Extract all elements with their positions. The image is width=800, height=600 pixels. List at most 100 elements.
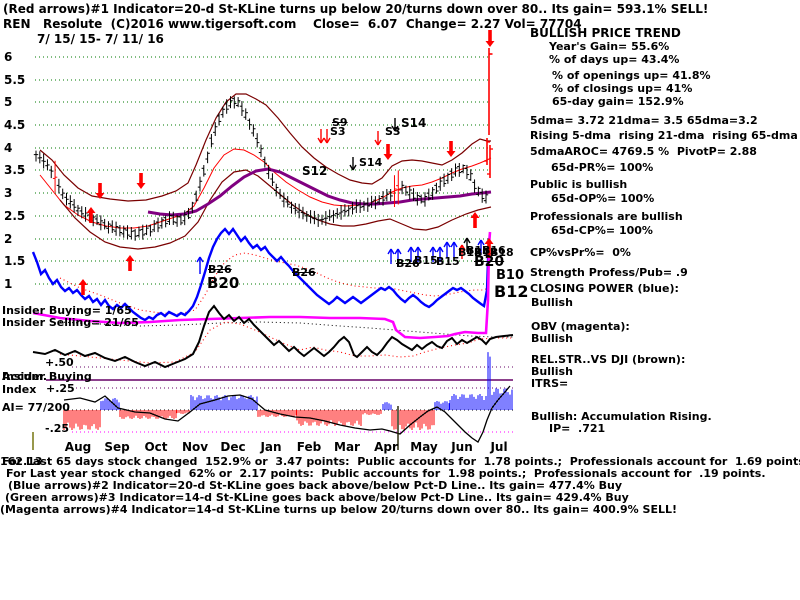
arrow-head <box>394 248 399 255</box>
arrow-head <box>458 244 463 251</box>
arrow-head <box>352 164 357 171</box>
month-tick: Jun <box>451 440 473 454</box>
panel-item: ITRS= <box>531 377 569 390</box>
arrow-head <box>326 137 331 144</box>
month-tick: Oct <box>144 440 168 454</box>
arrow-head <box>377 139 382 146</box>
arrow-head <box>349 164 354 171</box>
panel-item: Year's Gain= 55.6% <box>549 40 670 53</box>
panel-item: 65d-OP%= 100% <box>551 192 655 205</box>
footer-line: For Last year stock changed 62% or 2.17 … <box>6 467 766 480</box>
arrow-head <box>470 212 480 218</box>
arrow-head <box>484 238 494 244</box>
arrow-head <box>443 241 448 248</box>
panel-item: 65-day gain= 152.9% <box>552 95 684 108</box>
arrow-head <box>125 255 135 261</box>
arrow-head <box>390 248 395 255</box>
signal-label: B12 <box>494 282 529 301</box>
upper-band <box>39 93 491 202</box>
arrow-head <box>199 256 204 263</box>
arrow-head <box>374 139 379 146</box>
indicator-label: Accum. <box>2 370 48 383</box>
signal-label: B15 <box>436 255 460 268</box>
arrow-head <box>485 41 495 47</box>
price-tick: 4 <box>4 141 13 155</box>
panel-item: Strength Profess/Pub= .9 <box>530 266 688 279</box>
price-tick: 5.5 <box>4 73 26 87</box>
panel-item: BULLISH PRICE TREND <box>530 26 681 40</box>
signal-label: B15 <box>414 254 438 267</box>
cp-smooth-dotted <box>59 252 490 315</box>
panel-item: % of closings up= 41% <box>552 82 693 95</box>
signal-label: S14 <box>401 116 427 130</box>
arrow-head <box>78 279 88 285</box>
panel-item: Bullish <box>531 296 573 309</box>
panel-item: 65d-PR%= 100% <box>551 161 654 174</box>
lower-band-outer <box>59 169 492 250</box>
arrow-head <box>387 248 392 255</box>
signal-label: B10 <box>496 268 524 283</box>
signal-label: B15 <box>466 244 490 257</box>
arrow-head <box>450 241 455 248</box>
signal-label: B26 <box>208 263 232 276</box>
signal-label: B18 <box>490 246 514 259</box>
arrow-head <box>320 137 325 144</box>
panel-item: OBV (magenta): <box>531 320 630 333</box>
arrow-head <box>383 154 393 160</box>
ticker-quote-line: REN Resolute (C)2016 www.tigersoft.com C… <box>3 17 582 31</box>
panel-item: IP= .721 <box>549 422 606 435</box>
panel-item: 5dma= 3.72 21dma= 3.5 65dma=3.2 <box>530 114 758 127</box>
footer-line: (Blue arrows)#2 Indicator=20-d St-KLine … <box>8 479 623 492</box>
indicator-1-legend: (Red arrows)#1 Indicator=20-d St-KLine t… <box>3 2 709 16</box>
relative-strength <box>32 304 514 369</box>
rs-smooth-dotted <box>59 321 513 364</box>
price-tick: 6 <box>4 50 13 64</box>
arrow-head <box>446 151 456 157</box>
signal-label: B26 <box>292 266 316 279</box>
panel-item: Bullish <box>531 365 573 378</box>
footer-line: (Magenta arrows)#4 Indicator=14-d St-KLi… <box>0 503 677 516</box>
obv <box>32 231 492 340</box>
month-tick: Feb <box>296 440 322 454</box>
arrow-head <box>136 183 146 189</box>
overlay-value: 162.13 <box>0 455 43 468</box>
indicator-label: Index <box>2 383 37 396</box>
month-tick: Aug <box>64 440 92 454</box>
arrow-head <box>466 237 471 244</box>
indicator-label: Insider Buying <box>2 370 92 383</box>
arrow-head <box>323 137 328 144</box>
price-tick: 1 <box>4 277 13 291</box>
arrow-head <box>391 125 396 132</box>
footer-line: For Last 65 days stock changed 152.9% or… <box>2 455 800 468</box>
signal-label: B18 <box>474 246 498 259</box>
panel-item: Rising 5-dma rising 21-dma rising 65-dma <box>530 129 798 142</box>
signal-label: S3 <box>330 125 346 138</box>
arrow-head <box>461 244 466 251</box>
indicator-label: Insider Selling= 21/65 <box>2 316 139 329</box>
arrow-head <box>439 246 444 253</box>
arrow-head <box>317 137 322 144</box>
panel-item: CP%vsPr%= 0% <box>530 246 631 259</box>
month-tick: Sep <box>104 440 130 454</box>
closing-power <box>31 226 491 322</box>
signal-label: B20 <box>474 254 505 270</box>
month-tick: May <box>410 440 438 454</box>
signal-label: S14 <box>359 156 383 169</box>
panel-item: % of openings up= 41.8% <box>552 69 711 82</box>
signal-label: S9 <box>332 116 348 129</box>
signal-label: S12 <box>302 164 328 178</box>
month-tick: Apr <box>374 440 398 454</box>
arrow-head <box>397 248 402 255</box>
footer-line: (Green arrows)#3 Indicator=14-d St-KLine… <box>5 491 629 504</box>
signal-label: B20 <box>207 274 240 292</box>
panel-item: REL.STR..VS DJI (brown): <box>531 353 686 366</box>
arrow-head <box>407 246 412 253</box>
price-tick: 4.5 <box>4 118 26 132</box>
panel-item: 5dmaAROC= 4769.5 % PivotP= 2.88 <box>530 145 757 158</box>
arrow-head <box>86 207 96 213</box>
arrow-head <box>463 237 468 244</box>
arrow-head <box>196 256 201 263</box>
panel-item: Public is bullish <box>530 178 628 191</box>
price-tick: 3.5 <box>4 163 26 177</box>
